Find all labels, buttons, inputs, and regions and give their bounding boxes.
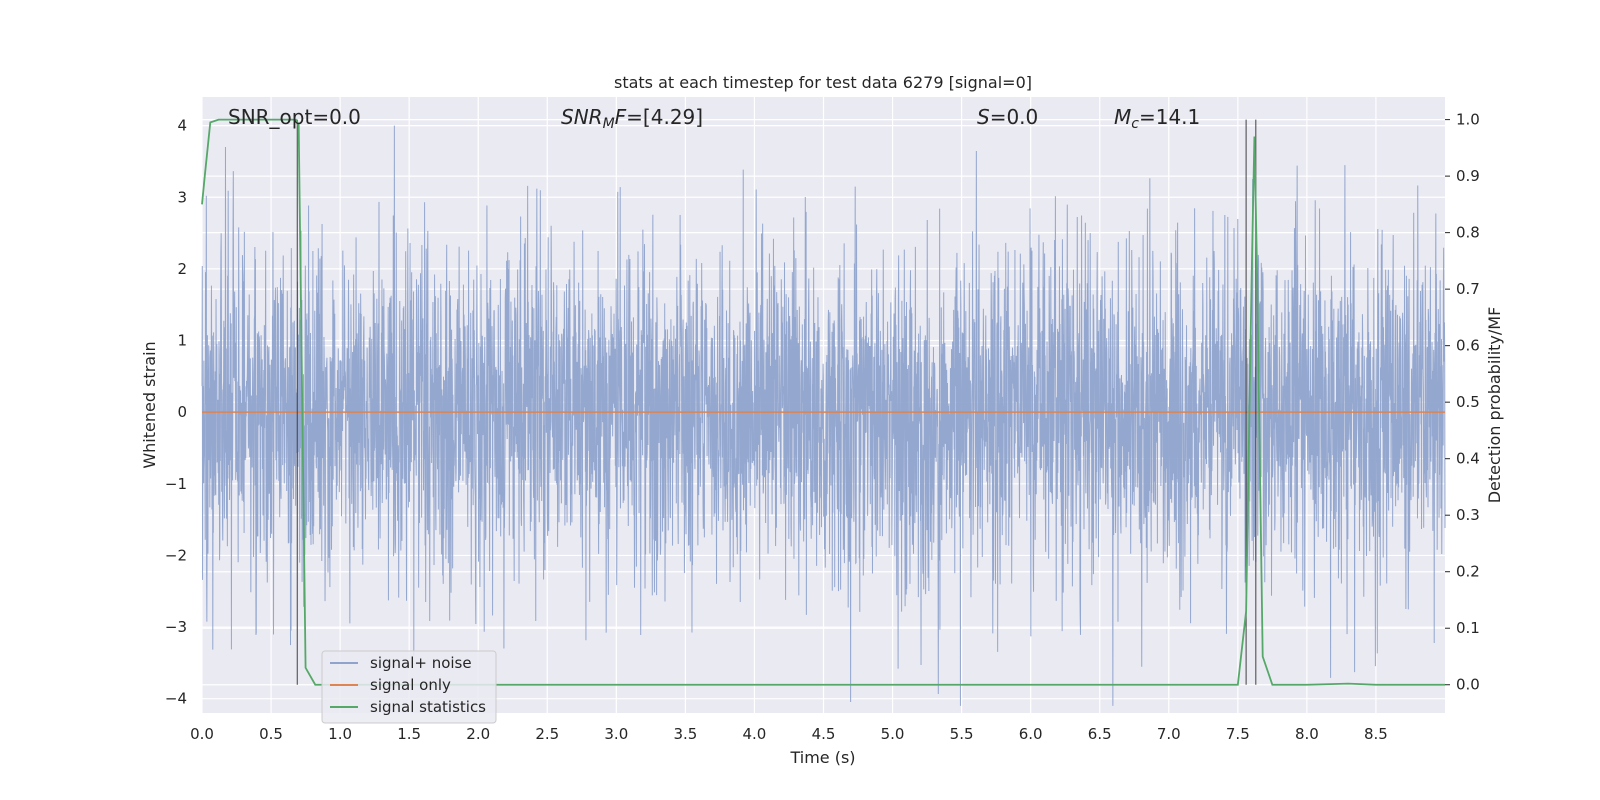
s-value: =0.0 [990, 105, 1039, 129]
legend: signal+ noise signal only signal statist… [321, 650, 497, 724]
legend-label-statistics: signal statistics [370, 698, 486, 716]
snr-mf-value: =[4.29] [626, 105, 703, 129]
y-tick-3: 1 [177, 332, 187, 350]
statistics-line [201, 118, 1445, 686]
snr-mf-tail: F [615, 105, 627, 129]
x-tick-7: 3.5 [673, 725, 697, 743]
x-tick-12: 6.0 [1019, 725, 1043, 743]
x-tick-14: 7.0 [1157, 725, 1181, 743]
y-right-tick-10: 0.0 [1456, 676, 1480, 694]
y-tick-0: 4 [177, 117, 187, 135]
annotation-snr-opt: SNR_opt=0.0 [228, 105, 361, 129]
x-tick-labels: 0.0 0.5 1.0 1.5 2.0 2.5 3.0 3.5 4.0 4.5 5.0 5.5 6.0 6… [190, 725, 1388, 743]
legend-label-signal-only: signal only [370, 676, 451, 694]
y-right-tick-7: 0.3 [1456, 506, 1480, 524]
annotation-snr-mf: SNRMF=[4.29] [561, 105, 703, 132]
y-tick-4: 0 [177, 403, 187, 421]
s-symbol: S [977, 105, 990, 129]
x-tick-9: 4.5 [812, 725, 836, 743]
y-right-tick-1: 0.9 [1456, 167, 1480, 185]
y-tick-6: −2 [165, 546, 187, 564]
x-tick-17: 8.5 [1364, 725, 1388, 743]
x-tick-2: 1.0 [328, 725, 352, 743]
y-right-axis-label: Detection probability/MF [1485, 307, 1504, 504]
y-tick-labels: 4 3 2 1 0 −1 −2 −3 −4 [165, 117, 187, 708]
noise-line [201, 125, 1446, 706]
y-tick-2: 2 [177, 260, 187, 278]
y-right-tick-2: 0.8 [1456, 224, 1480, 242]
y-right-tick-3: 0.7 [1456, 280, 1480, 298]
x-tick-5: 2.5 [535, 725, 559, 743]
y-tick-7: −3 [165, 618, 187, 636]
y-axis-label: Whitened strain [140, 341, 159, 468]
x-tick-3: 1.5 [397, 725, 421, 743]
snr-mf-sub: M [603, 116, 615, 132]
y-right-tick-0: 1.0 [1456, 111, 1480, 129]
y-right-tick-9: 0.1 [1456, 619, 1480, 637]
y-tick-8: −4 [165, 690, 187, 708]
annotation-s: S=0.0 [977, 105, 1038, 129]
mc-sub: c [1131, 116, 1139, 132]
y-right-tick-4: 0.6 [1456, 337, 1480, 355]
x-tick-10: 5.0 [881, 725, 905, 743]
snr-mf-main: SNR [561, 105, 603, 129]
x-tick-6: 3.0 [604, 725, 628, 743]
signal-statistics-series [201, 118, 1445, 686]
x-axis-label: Time (s) [789, 748, 855, 767]
y-tick-5: −1 [165, 475, 187, 493]
y-right-tick-labels: 1.0 0.9 0.8 0.7 0.6 0.5 0.4 0.3 0.2 0.1 0.0 [1445, 111, 1480, 694]
mc-value: =14.1 [1139, 105, 1200, 129]
x-tick-1: 0.5 [259, 725, 283, 743]
x-tick-11: 5.5 [950, 725, 974, 743]
mc-symbol: M [1114, 105, 1131, 129]
x-tick-16: 8.0 [1295, 725, 1319, 743]
x-tick-15: 7.5 [1226, 725, 1250, 743]
legend-box [321, 650, 497, 724]
y-right-tick-8: 0.2 [1456, 563, 1480, 581]
legend-label-noise: signal+ noise [370, 654, 472, 672]
y-tick-1: 3 [177, 188, 187, 206]
signal-noise-series [201, 125, 1446, 706]
x-tick-13: 6.5 [1088, 725, 1112, 743]
x-tick-8: 4.0 [743, 725, 767, 743]
annotation-mc: Mc=14.1 [1114, 105, 1200, 132]
chart-title: stats at each timestep for test data 627… [614, 73, 1032, 92]
x-tick-4: 2.0 [466, 725, 490, 743]
x-tick-0: 0.0 [190, 725, 214, 743]
y-right-tick-6: 0.4 [1456, 450, 1480, 468]
y-right-tick-5: 0.5 [1456, 393, 1480, 411]
